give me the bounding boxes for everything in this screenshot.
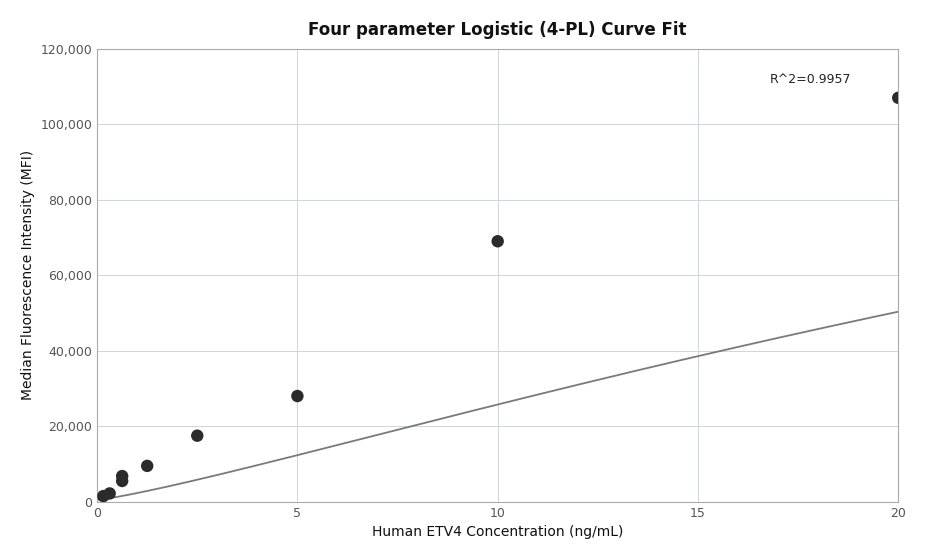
Point bbox=[115, 477, 130, 486]
Point bbox=[290, 391, 305, 400]
Title: Four parameter Logistic (4-PL) Curve Fit: Four parameter Logistic (4-PL) Curve Fit bbox=[309, 21, 687, 39]
Point bbox=[891, 94, 906, 102]
Y-axis label: Median Fluorescence Intensity (MFI): Median Fluorescence Intensity (MFI) bbox=[20, 150, 35, 400]
Point bbox=[140, 461, 155, 470]
Point bbox=[190, 431, 205, 440]
Point bbox=[96, 492, 111, 501]
Point bbox=[490, 237, 505, 246]
Point bbox=[102, 489, 117, 498]
X-axis label: Human ETV4 Concentration (ng/mL): Human ETV4 Concentration (ng/mL) bbox=[372, 525, 623, 539]
Point bbox=[115, 472, 130, 480]
Text: R^2=0.9957: R^2=0.9957 bbox=[770, 73, 852, 86]
